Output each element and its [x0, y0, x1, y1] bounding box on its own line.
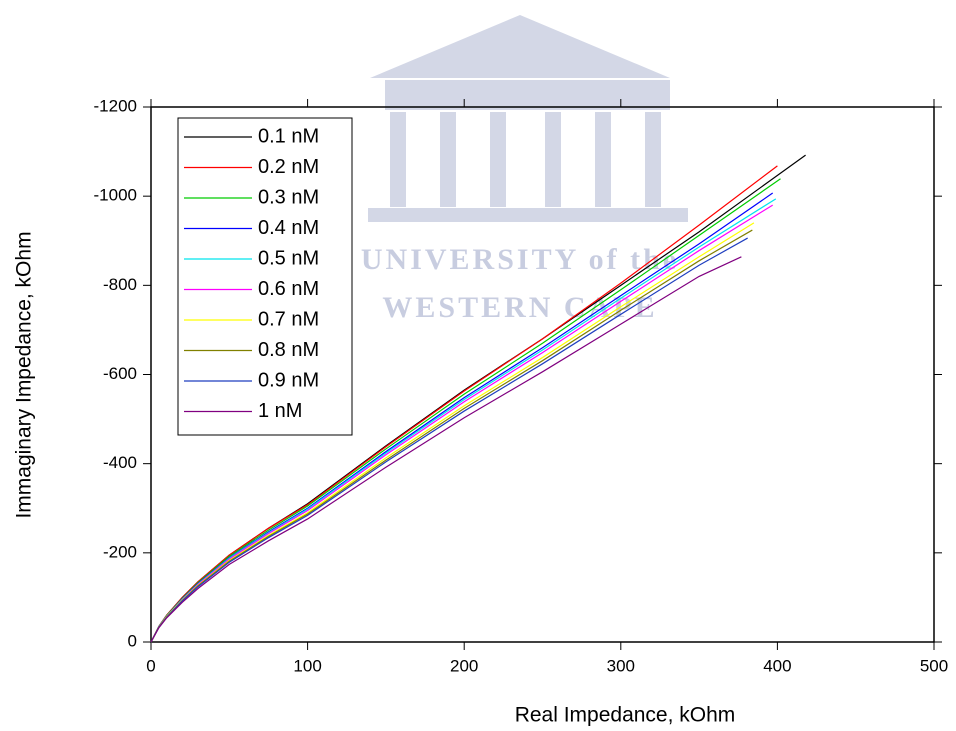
- legend-label: 0.4 nM: [258, 217, 319, 239]
- x-axis-label: Real Impedance, kOhm: [515, 704, 736, 727]
- x-tick-label: 200: [450, 656, 478, 675]
- plot-frame: [150, 106, 935, 643]
- legend-label: 1 nM: [258, 400, 302, 422]
- watermark: UNIVERSITY of the WESTERN CAPE: [361, 15, 688, 324]
- legend-label: 0.9 nM: [258, 369, 319, 391]
- watermark-column: [595, 112, 611, 207]
- watermark-column: [440, 112, 456, 207]
- watermark-column: [490, 112, 506, 207]
- watermark-frieze: [385, 80, 670, 110]
- y-tick-label: -1200: [94, 96, 137, 115]
- watermark-column: [545, 112, 561, 207]
- legend-label: 0.3 nM: [258, 186, 319, 208]
- legend-label: 0.5 nM: [258, 247, 319, 269]
- x-tick-label: 0: [146, 656, 155, 675]
- watermark-text: WESTERN CAPE: [382, 291, 657, 324]
- watermark-text: UNIVERSITY of the: [361, 243, 679, 276]
- legend-label: 0.1 nM: [258, 125, 319, 147]
- watermark-pediment: [370, 15, 670, 78]
- series-line: [150, 256, 742, 643]
- legend-box: [177, 117, 353, 436]
- y-tick-label: -600: [103, 364, 137, 383]
- legend: 0.1 nM 0.2 nM 0.3 nM 0.4 nM 0.5 nM 0.6 nM 0.7 …: [177, 117, 353, 436]
- legend-label: 0.7 nM: [258, 308, 319, 330]
- y-tick-label: 0: [128, 631, 137, 650]
- legend-label: 0.8 nM: [258, 339, 319, 361]
- x-tick-label: 100: [293, 656, 321, 675]
- x-tick-label: 300: [607, 656, 635, 675]
- legend-label: 0.6 nM: [258, 278, 319, 300]
- legend-label: 0.2 nM: [258, 156, 319, 178]
- watermark-base: [368, 208, 688, 222]
- y-tick-label: -200: [103, 542, 137, 561]
- y-axis-label: Immaginary Impedance, kOhm: [13, 231, 36, 518]
- watermark-column: [645, 112, 661, 207]
- x-tick-label: 400: [763, 656, 791, 675]
- y-tick-label: -800: [103, 275, 137, 294]
- watermark-column: [390, 112, 406, 207]
- y-tick-label: -1000: [94, 186, 137, 205]
- y-tick-label: -400: [103, 453, 137, 472]
- x-tick-label: 500: [920, 656, 948, 675]
